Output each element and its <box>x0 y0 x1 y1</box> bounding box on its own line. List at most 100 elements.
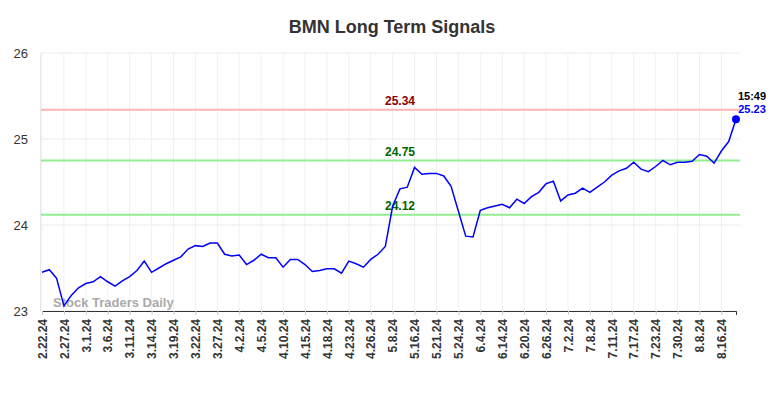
grid-line-y <box>40 53 740 54</box>
y-axis: 23242526 <box>14 46 41 319</box>
x-tick-label: 3.1.24 <box>80 319 94 353</box>
x-tick-mark <box>327 311 328 315</box>
x-tick: 7.17.24 <box>627 311 641 359</box>
reference-label: 24.12 <box>385 199 415 213</box>
x-tick-label: 4.10.24 <box>277 319 291 359</box>
x-tick: 3.1.24 <box>80 311 94 352</box>
grid-line-x <box>655 53 656 311</box>
x-tick-mark <box>612 311 613 315</box>
x-tick-label: 8.8.24 <box>693 319 707 353</box>
x-tick-label: 5.16.24 <box>408 319 422 359</box>
x-tick-label: 2.27.24 <box>58 319 72 359</box>
plot-area <box>42 115 740 306</box>
grid-line-x <box>546 53 547 311</box>
grid-line-x <box>721 53 722 311</box>
y-tick: 25 <box>14 132 40 147</box>
grid-line-x <box>283 53 284 311</box>
x-tick: 7.8.24 <box>584 311 598 352</box>
x-tick-mark <box>42 311 43 315</box>
title: BMN Long Term Signals <box>289 17 496 37</box>
x-tick-mark <box>393 311 394 315</box>
x-tick-mark <box>195 311 196 315</box>
grid-line-x <box>436 53 437 311</box>
series-line <box>42 119 736 306</box>
grid <box>40 53 740 311</box>
grid-line-y <box>40 139 740 140</box>
grid-line-x <box>85 53 86 311</box>
x-tick: 5.16.24 <box>408 311 422 359</box>
x-tick-label: 3.11.24 <box>123 319 137 359</box>
x-tick-mark <box>130 311 131 315</box>
x-tick-label: 3.27.24 <box>211 319 225 359</box>
x-tick-mark <box>217 311 218 315</box>
x-tick-mark <box>524 311 525 315</box>
grid-line-x <box>348 53 349 311</box>
x-tick-mark <box>64 311 65 315</box>
grid-line-x <box>480 53 481 311</box>
x-tick-label: 4.26.24 <box>364 319 378 359</box>
y-tick: 24 <box>14 218 40 233</box>
x-tick-label: 2.22.24 <box>36 319 50 359</box>
x-tick: 6.4.24 <box>474 311 488 352</box>
grid-line-x <box>458 53 459 311</box>
x-tick-mark <box>108 311 109 315</box>
y-tick: 26 <box>14 46 40 61</box>
x-tick-mark <box>283 311 284 315</box>
x-tick-label: 3.6.24 <box>101 319 115 353</box>
last-point <box>732 115 740 123</box>
x-tick-label: 7.17.24 <box>627 319 641 359</box>
x-tick-mark <box>173 311 174 315</box>
x-tick-mark <box>152 311 153 315</box>
x-tick: 2.22.24 <box>36 311 50 359</box>
reference-lines <box>40 110 740 215</box>
y-tick-label: 26 <box>14 46 28 61</box>
x-tick-label: 3.14.24 <box>145 319 159 359</box>
x-tick-mark <box>86 311 87 315</box>
x-tick: 3.6.24 <box>101 311 115 352</box>
x-tick-mark <box>656 311 657 315</box>
grid-line-x <box>414 53 415 311</box>
chart: BMN Long Term SignalsStock Traders Daily… <box>0 0 784 398</box>
grid-line-x <box>217 53 218 311</box>
x-tick: 3.14.24 <box>145 311 159 359</box>
x-tick-mark <box>546 311 547 315</box>
x-tick: 4.2.24 <box>233 311 247 352</box>
grid-line-x <box>524 53 525 311</box>
x-tick-mark <box>568 311 569 315</box>
x-tick: 4.5.24 <box>255 311 269 352</box>
grid-line-x <box>304 53 305 311</box>
x-tick: 2.27.24 <box>58 311 72 359</box>
x-tick: 4.10.24 <box>277 311 291 359</box>
grid-line-x <box>261 53 262 311</box>
x-tick-mark <box>678 311 679 315</box>
grid-line-x <box>502 53 503 311</box>
x-tick-label: 7.2.24 <box>562 319 576 353</box>
x-tick: 6.26.24 <box>540 311 554 359</box>
x-tick-mark <box>239 311 240 315</box>
grid-line-x <box>173 53 174 311</box>
x-tick-label: 6.26.24 <box>540 319 554 359</box>
x-tick: 4.18.24 <box>321 311 335 359</box>
x-tick: 3.11.24 <box>123 311 137 358</box>
grid-line-x <box>699 53 700 311</box>
grid-line-x <box>633 53 634 311</box>
x-tick-label: 4.2.24 <box>233 319 247 353</box>
grid-line-x <box>107 53 108 311</box>
x-tick-label: 7.23.24 <box>649 319 663 359</box>
x-tick-label: 6.14.24 <box>496 319 510 359</box>
y-tick-label: 25 <box>14 132 28 147</box>
x-tick-mark <box>261 311 262 315</box>
grid-line-x <box>195 53 196 311</box>
reference-line <box>40 214 740 216</box>
y-axis-line <box>40 54 41 312</box>
grid-line-x <box>239 53 240 311</box>
x-tick: 7.30.24 <box>671 311 685 359</box>
grid-line-x <box>589 53 590 311</box>
x-tick: 3.22.24 <box>189 311 203 359</box>
x-tick-label: 5.8.24 <box>386 319 400 353</box>
x-tick-mark <box>699 311 700 315</box>
x-tick-label: 8.16.24 <box>715 319 729 359</box>
x-tick: 7.11.24 <box>606 311 620 358</box>
x-tick-label: 6.20.24 <box>518 319 532 359</box>
x-tick: 7.23.24 <box>649 311 663 359</box>
